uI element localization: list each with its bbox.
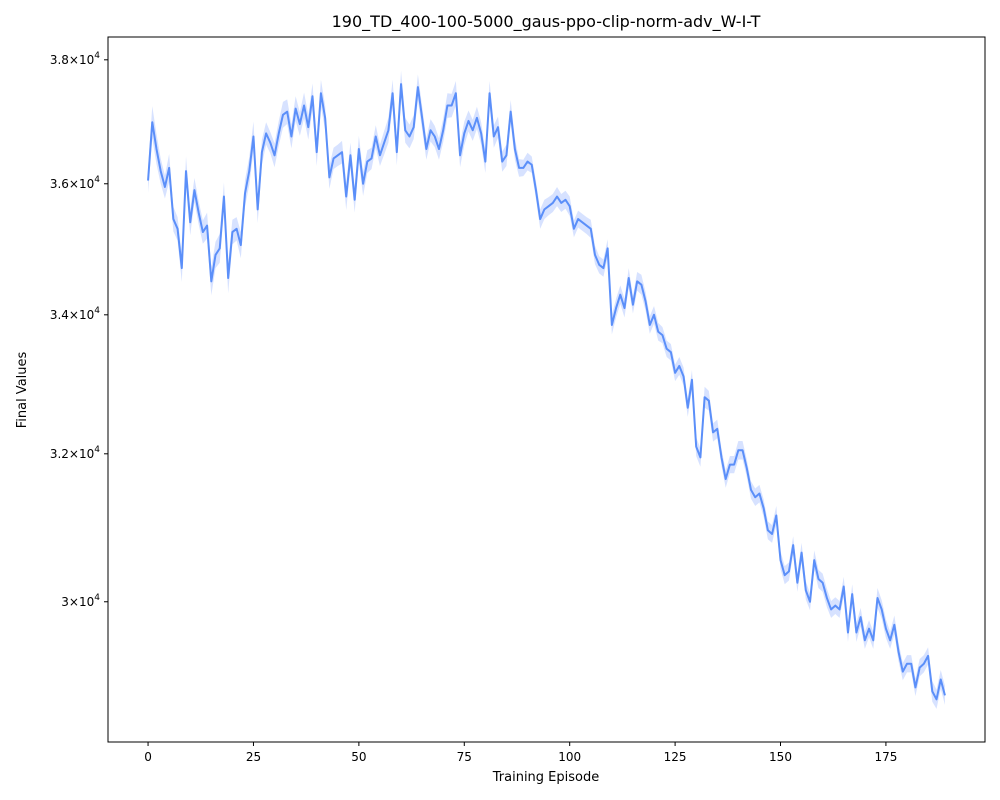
y-axis: 3×104 3.2×104 3.4×104 3.6×104 3.8×104: [50, 51, 108, 609]
y-tick-label: 3.8×104: [50, 51, 100, 67]
plot-area: [147, 70, 946, 709]
x-tick-label: 25: [246, 750, 261, 764]
y-axis-label: Final Values: [15, 351, 30, 428]
x-tick-label: 125: [664, 750, 687, 764]
x-tick-label: 50: [351, 750, 366, 764]
x-tick-label: 175: [874, 750, 897, 764]
x-axis-label: Training Episode: [492, 770, 599, 785]
x-tick-label: 150: [769, 750, 792, 764]
x-tick-label: 75: [457, 750, 472, 764]
axes-frame: [107, 36, 986, 743]
y-tick-label: 3.4×104: [50, 306, 100, 322]
x-tick-label: 0: [144, 750, 152, 764]
x-tick-label: 100: [558, 750, 581, 764]
chart-title: 190_TD_400-100-5000_gaus-ppo-clip-norm-a…: [332, 12, 761, 32]
y-tick-label: 3.2×104: [50, 445, 100, 461]
confidence-band: [148, 70, 945, 709]
x-axis: 0 25 50 75 100 125 150 175: [144, 742, 897, 764]
y-tick-label: 3×104: [61, 593, 100, 609]
series-line: [147, 83, 946, 701]
y-tick-label: 3.6×104: [50, 175, 100, 191]
